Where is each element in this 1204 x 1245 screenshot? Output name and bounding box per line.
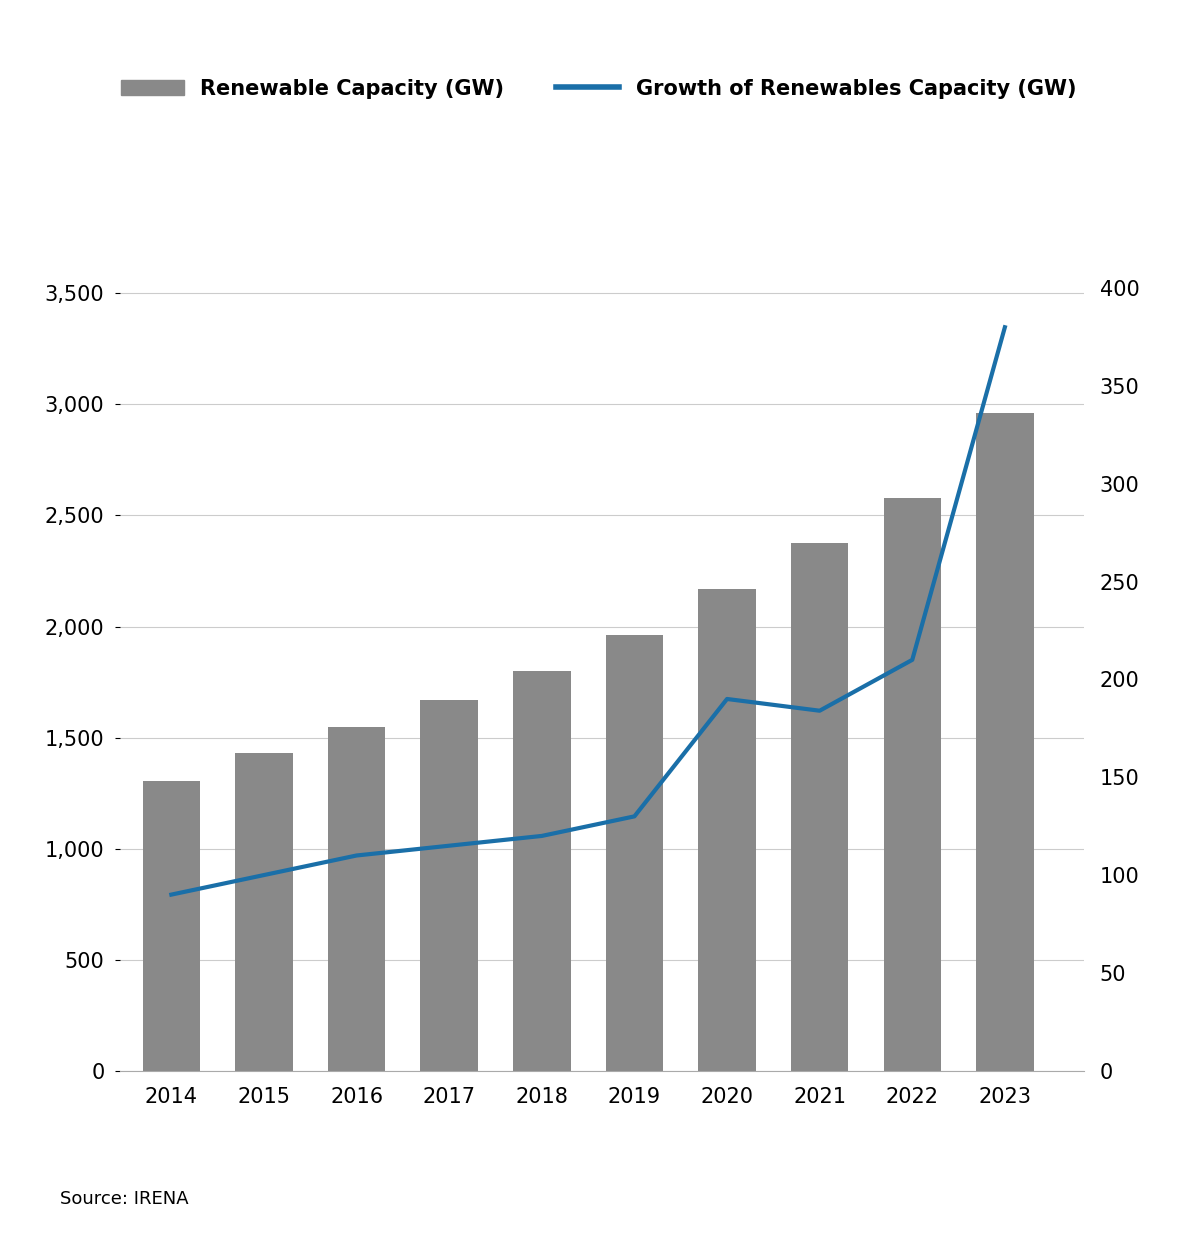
Bar	[513, 671, 571, 1071]
Bar	[142, 781, 200, 1071]
Bar	[791, 543, 849, 1071]
Bar	[884, 498, 942, 1071]
Text: Source: IRENA: Source: IRENA	[60, 1190, 189, 1208]
Bar	[420, 700, 478, 1071]
Bar	[606, 635, 663, 1071]
Bar	[976, 413, 1033, 1071]
Bar	[235, 753, 293, 1071]
Bar	[698, 589, 756, 1071]
Legend: Renewable Capacity (GW), Growth of Renewables Capacity (GW): Renewable Capacity (GW), Growth of Renew…	[122, 78, 1076, 98]
Text: WORLDWIDE, 2014-2023: WORLDWIDE, 2014-2023	[448, 78, 756, 98]
Text: RENEWABLES CAPACITY & GROWTH OF CAPACITY: RENEWABLES CAPACITY & GROWTH OF CAPACITY	[218, 27, 986, 55]
Bar	[327, 727, 385, 1071]
